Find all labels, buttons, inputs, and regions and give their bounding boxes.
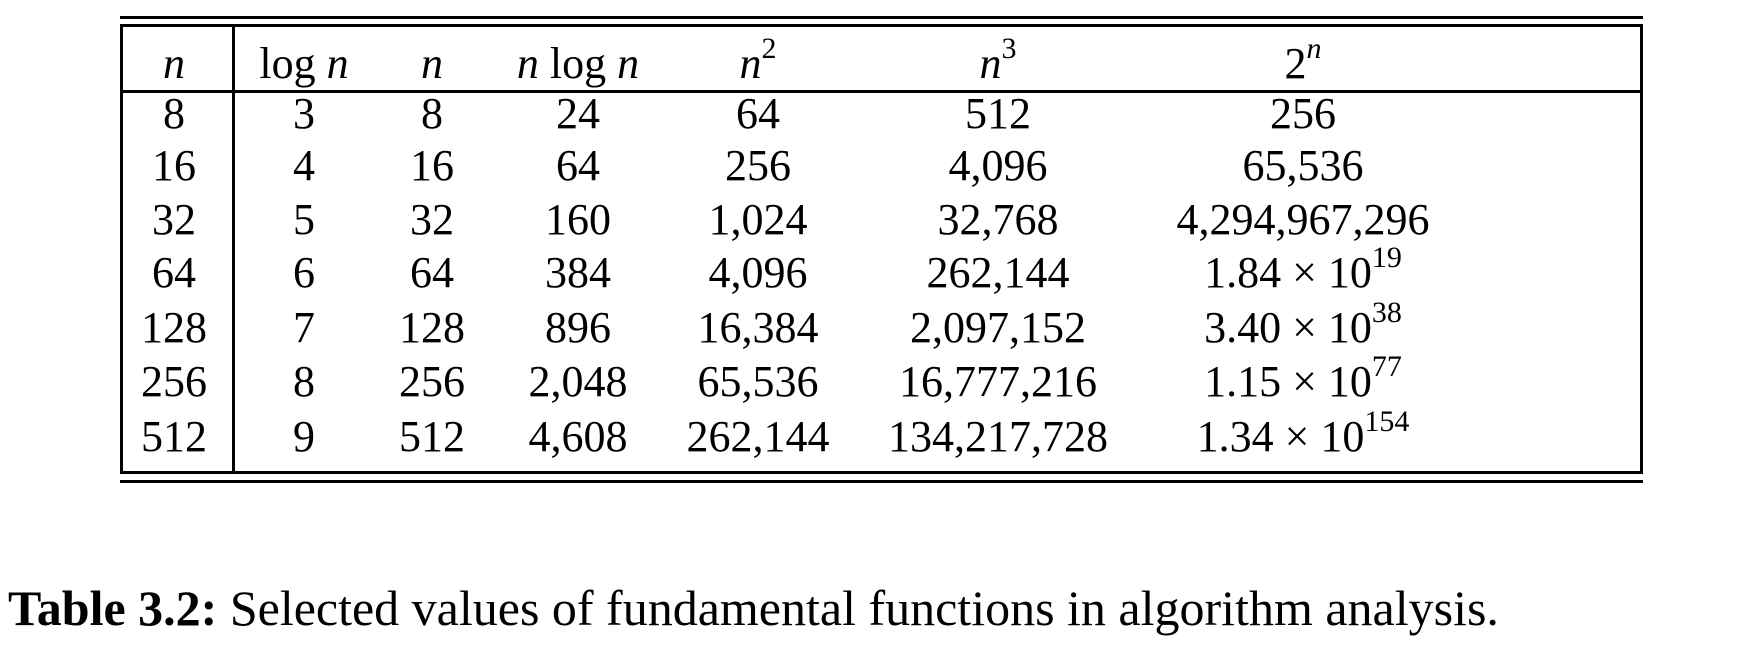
table-cell: 1.34 × 10154 — [1196, 407, 1410, 461]
table-cell: 65,536 — [697, 357, 819, 406]
table-cell: 134,217,728 — [888, 412, 1108, 461]
table-cell: 1.15 × 1077 — [1204, 352, 1402, 406]
cell-mantissa: 4,294,967,296 — [1176, 195, 1430, 244]
table-cell: 65,536 — [1243, 144, 1364, 188]
bottom-rule-inner — [120, 471, 1643, 474]
cell-exponent: 77 — [1371, 350, 1402, 384]
cell-exponent: 38 — [1371, 296, 1402, 330]
cell-mantissa: 65,536 — [1242, 141, 1364, 190]
table-cell: 5 — [293, 195, 315, 244]
header-cell: n — [421, 42, 443, 86]
column-divider — [232, 24, 235, 474]
header-base: 2 — [1284, 39, 1307, 88]
table-cell: 128 — [141, 303, 207, 352]
header-log: log — [549, 39, 607, 88]
cell-exponent: 19 — [1371, 241, 1402, 275]
table-cell: 512 — [965, 89, 1031, 138]
header-base: n — [979, 39, 1002, 88]
table-cell: 9 — [293, 412, 315, 461]
header-cell: n — [163, 42, 185, 86]
table-cell: 8 — [293, 357, 315, 406]
header-cell: n2 — [739, 34, 777, 88]
table-cell: 7 — [293, 303, 315, 352]
header-rule — [120, 90, 1643, 93]
header-cell: log n — [259, 39, 349, 88]
cell-mantissa: 1.34 × 10 — [1196, 412, 1365, 461]
table-cell: 512 — [141, 412, 207, 461]
table-cell: 16 — [410, 141, 454, 190]
table-cell: 32,768 — [937, 195, 1059, 244]
table-cell: 16,777,216 — [899, 357, 1097, 406]
table-cell: 3.40 × 1038 — [1204, 298, 1402, 352]
table-cell: 24 — [556, 89, 600, 138]
cell-mantissa: 3.40 × 10 — [1204, 303, 1372, 352]
cell-mantissa: 1.84 × 10 — [1204, 248, 1372, 297]
header-cell: n log n — [516, 39, 640, 88]
table-cell: 4,096 — [948, 141, 1048, 190]
table-cell: 8 — [163, 89, 185, 138]
table-cell: 16,384 — [697, 303, 819, 352]
table-cell: 1,024 — [708, 195, 808, 244]
table-cell: 64 — [736, 89, 780, 138]
top-rule-inner — [120, 24, 1643, 27]
table-cell: 4,608 — [528, 412, 628, 461]
header-log: log — [259, 39, 316, 88]
header-exponent: 3 — [1001, 32, 1017, 66]
caption-label: Table 3.2: — [8, 580, 218, 636]
table-cell: 64 — [556, 141, 600, 190]
table-cell: 262,144 — [686, 412, 830, 461]
caption-text: Selected values of fundamental functions… — [217, 580, 1499, 636]
left-border — [120, 24, 123, 474]
table-cell: 384 — [545, 248, 611, 297]
table-cell: 64 — [410, 248, 454, 297]
table-cell: 4,294,967,296 — [1177, 198, 1430, 242]
table-cell: 512 — [399, 412, 465, 461]
cell-mantissa: 256 — [1270, 89, 1336, 138]
table-cell: 4,096 — [708, 248, 808, 297]
header-cell: n3 — [979, 34, 1017, 88]
header-base: n — [421, 39, 443, 88]
table-cell: 2,048 — [528, 357, 628, 406]
table-cell: 128 — [399, 303, 465, 352]
table-cell: 256 — [1270, 92, 1336, 136]
top-rule-outer — [120, 16, 1643, 19]
bottom-rule-outer — [120, 480, 1643, 483]
header-exponent: 2 — [761, 32, 777, 66]
table-caption: Table 3.2: Selected values of fundamenta… — [8, 580, 1748, 636]
header-cell: 2n — [1284, 34, 1322, 88]
table-cell: 16 — [152, 141, 196, 190]
table-cell: 6 — [293, 248, 315, 297]
header-base: n — [163, 39, 185, 88]
cell-mantissa: 1.15 × 10 — [1204, 357, 1372, 406]
table-cell: 262,144 — [926, 248, 1070, 297]
header-exponent: n — [1306, 32, 1322, 66]
table-cell: 1.84 × 1019 — [1204, 243, 1402, 297]
table-cell: 32 — [152, 195, 196, 244]
cell-exponent: 154 — [1364, 405, 1410, 439]
table-cell: 256 — [141, 357, 207, 406]
table-cell: 256 — [399, 357, 465, 406]
header-base: n — [739, 39, 762, 88]
table-cell: 3 — [293, 89, 315, 138]
table-cell: 256 — [725, 141, 791, 190]
right-border — [1640, 24, 1643, 474]
table-cell: 4 — [293, 141, 315, 190]
table-cell: 2,097,152 — [910, 303, 1086, 352]
table-cell: 160 — [545, 195, 611, 244]
table-cell: 32 — [410, 195, 454, 244]
table-cell: 896 — [545, 303, 611, 352]
table-cell: 64 — [152, 248, 196, 297]
table-cell: 8 — [421, 89, 443, 138]
